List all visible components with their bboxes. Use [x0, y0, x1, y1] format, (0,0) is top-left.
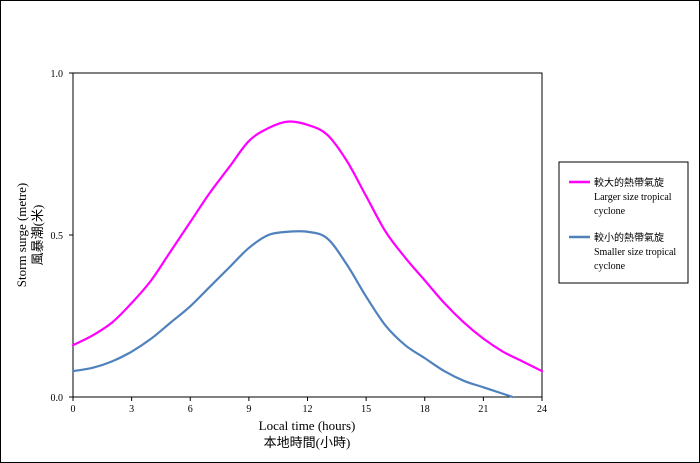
x-tick-label: 0 [71, 404, 76, 415]
y-axis-title-en: Storm surge (metre) [14, 183, 29, 287]
legend-label-smaller-zh: 較小的熱帶氣旋 [594, 231, 664, 244]
x-tick-label: 21 [478, 404, 488, 415]
x-axis-ticks: 0 3 6 9 12 15 18 21 24 [71, 397, 547, 415]
plot-area [72, 72, 543, 398]
y-tick-label: 0.5 [51, 231, 64, 242]
x-axis-title-zh: 本地時間(小時) [264, 435, 351, 450]
legend-label-smaller-en-1: Smaller size tropical [594, 247, 676, 258]
legend-label-smaller-en-2: cyclone [594, 261, 626, 272]
x-tick-label: 15 [361, 404, 371, 415]
x-tick-label: 24 [537, 404, 547, 415]
x-tick-label: 18 [420, 404, 430, 415]
legend-label-larger-zh: 較大的熱帶氣旋 [594, 176, 664, 189]
x-tick-label: 12 [303, 404, 313, 415]
y-tick-label: 1.0 [51, 69, 64, 80]
legend-label-larger-en-1: Larger size tropical [594, 192, 672, 203]
series-line-larger-cyclone [71, 120, 544, 373]
x-axis-title-en: Local time (hours) [259, 418, 356, 433]
series-line-smaller-cyclone [71, 230, 514, 399]
y-tick-label: 0.0 [51, 393, 64, 404]
x-tick-label: 6 [188, 404, 193, 415]
legend-box [558, 161, 689, 284]
y-axis-ticks: 0.0 0.5 1.0 [51, 69, 73, 404]
y-axis-title-zh: 風暴潮(米) [30, 205, 45, 266]
x-tick-label: 3 [129, 404, 134, 415]
legend-label-larger-en-2: cyclone [594, 206, 626, 217]
x-tick-label: 9 [246, 404, 251, 415]
series-lines [71, 120, 544, 399]
